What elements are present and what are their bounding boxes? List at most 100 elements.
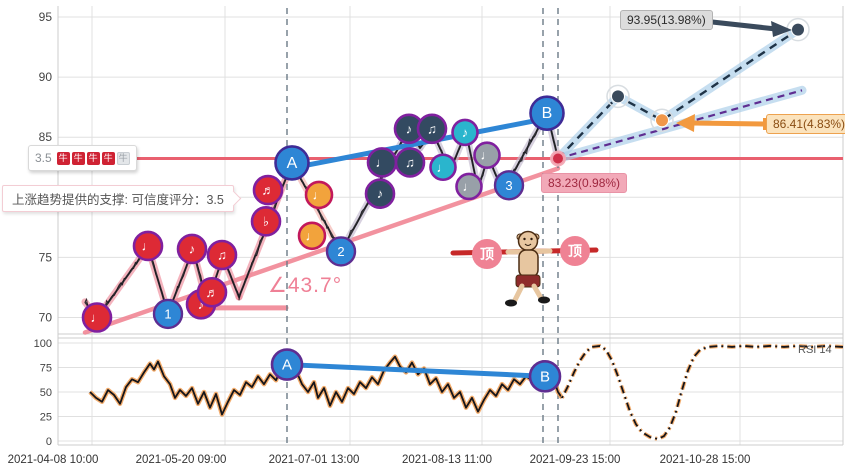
rsi-y-axis-tick: 0 xyxy=(46,436,52,448)
signal-note-glyph: ♬ xyxy=(262,183,275,198)
projection-glow xyxy=(553,25,803,163)
wave-point-A[interactable] xyxy=(274,145,310,181)
signal-note-marker[interactable] xyxy=(473,141,501,170)
signal-note-marker[interactable] xyxy=(196,276,228,308)
signal-note-marker[interactable] xyxy=(132,230,164,262)
x-axis-tick: 2021-08-13 11:00 xyxy=(402,454,492,466)
top-badge xyxy=(560,236,590,266)
projection-node[interactable] xyxy=(655,113,669,128)
monkey-eye xyxy=(530,237,533,241)
signal-note-marker[interactable] xyxy=(416,113,448,145)
score-badge-icons: 牛牛牛牛牛 xyxy=(56,151,130,165)
score-badge-icon: 牛 xyxy=(71,151,85,165)
signal-note-glyph: ♫ xyxy=(405,155,415,170)
signal-note-marker[interactable] xyxy=(297,221,327,251)
orange-arrow-nub xyxy=(763,118,767,130)
projection-node[interactable] xyxy=(791,22,805,37)
rsi-wave-point-label: A xyxy=(282,357,292,374)
monkey-top-cartoon: 顶顶 xyxy=(450,230,599,307)
rsi-indicator-label: RSI 14 xyxy=(798,344,832,356)
y-axis-tick: 70 xyxy=(39,311,53,325)
signal-note-marker[interactable] xyxy=(81,302,113,333)
projection-line-dark[interactable] xyxy=(557,28,799,160)
wave-number-1[interactable] xyxy=(152,298,184,330)
x-axis-tick: 2021-10-28 15:00 xyxy=(660,454,751,466)
signal-note-glyph: ♪ xyxy=(406,121,413,136)
signal-note-marker[interactable] xyxy=(394,147,426,178)
trend-angle-label: ∠43.7° xyxy=(268,274,343,297)
projection-node-halo xyxy=(606,84,630,109)
rsi-projection-line xyxy=(561,345,844,440)
signal-note-glyph: ♩ xyxy=(481,148,494,163)
signal-note-glyph: ♩ xyxy=(306,228,319,243)
score-badge-icon: 牛 xyxy=(116,151,130,165)
projection-node[interactable] xyxy=(611,89,625,104)
signal-note-glyph: ♩ xyxy=(376,155,389,170)
y-axis-tick: 85 xyxy=(39,130,53,144)
signal-note-glyph: ♩ xyxy=(142,238,155,253)
orange-arrow xyxy=(691,120,764,127)
monkey-foot xyxy=(538,296,550,304)
wave-number-label: 3 xyxy=(505,178,512,193)
score-badge-icon: 牛 xyxy=(86,151,100,165)
monkey-eye xyxy=(523,237,526,241)
wave-number-label: 1 xyxy=(164,306,171,321)
x-axis-tick: 2021-07-01 13:00 xyxy=(269,454,360,466)
signal-note-marker[interactable] xyxy=(451,118,479,147)
support-tooltip: 上涨趋势提供的支撑: 可信度评分：3.5 xyxy=(2,185,234,212)
monkey-body xyxy=(518,249,539,278)
projection-mid-label[interactable]: 86.41(4.83%) xyxy=(766,114,845,134)
support-score-value: 3.5 xyxy=(35,151,52,165)
signal-note-marker[interactable] xyxy=(252,174,284,206)
projection-node-halo xyxy=(650,108,674,133)
rsi-wave-point-B[interactable] xyxy=(528,360,562,393)
wave-number-label: 2 xyxy=(337,244,344,259)
rsi-y-axis-tick: 25 xyxy=(40,412,52,424)
monkey-mouth xyxy=(524,243,532,246)
x-axis-tick: 2021-04-08 10:00 xyxy=(8,454,99,466)
signal-note-marker[interactable] xyxy=(364,178,396,209)
x-axis-tick: 2021-05-20 09:00 xyxy=(136,454,227,466)
monkey-head xyxy=(517,230,539,252)
signal-note-glyph: ♪ xyxy=(198,297,205,312)
signal-note-marker[interactable] xyxy=(206,239,238,271)
monkey-foot xyxy=(505,299,517,307)
current-price-dot[interactable] xyxy=(550,150,566,167)
signal-note-glyph: ♩ xyxy=(91,310,104,325)
ab-trendline-main[interactable] xyxy=(287,116,546,171)
wave-point-B[interactable] xyxy=(529,95,565,131)
y-axis-tick: 95 xyxy=(39,10,53,24)
signal-note-marker[interactable] xyxy=(176,233,208,265)
top-badge xyxy=(472,239,502,269)
y-axis-tick: 90 xyxy=(39,70,53,84)
signal-note-glyph: ♭ xyxy=(263,214,269,229)
support-score-badge-box[interactable]: 3.5 牛牛牛牛牛 xyxy=(28,145,137,171)
signal-note-glyph: ♫ xyxy=(427,121,437,136)
wave-number-2[interactable] xyxy=(325,236,357,267)
signal-note-marker[interactable] xyxy=(250,206,282,237)
signal-note-marker[interactable] xyxy=(304,180,334,210)
signal-note-glyph: ♩ xyxy=(313,187,326,202)
top-badge-text: 顶 xyxy=(568,243,582,259)
ab-trendline-rsi[interactable] xyxy=(284,362,548,379)
signal-note-glyph: ♪ xyxy=(189,241,196,256)
y-axis-tick: 75 xyxy=(39,250,53,264)
rsi-y-axis-tick: 100 xyxy=(34,338,52,350)
score-badge-icon: 牛 xyxy=(101,151,115,165)
signal-note-glyph: ♪ xyxy=(377,186,384,201)
current-price-label[interactable]: 83.23(0.98%) xyxy=(541,173,628,193)
signal-note-glyph: ♩ xyxy=(437,160,450,175)
signal-note-glyph: ♪ xyxy=(462,125,469,140)
dark-arrow xyxy=(702,18,777,32)
projection-high-label[interactable]: 93.95(13.98%) xyxy=(620,10,713,30)
wave-number-3[interactable] xyxy=(493,170,525,201)
wave-point-label: A xyxy=(287,155,298,172)
rsi-line xyxy=(89,355,563,416)
rsi-wave-point-A[interactable] xyxy=(270,348,304,381)
rsi-y-axis-tick: 50 xyxy=(40,387,52,399)
signal-note-marker[interactable] xyxy=(455,172,483,201)
signal-note-marker[interactable] xyxy=(429,153,457,182)
orange-arrowhead xyxy=(676,114,695,132)
